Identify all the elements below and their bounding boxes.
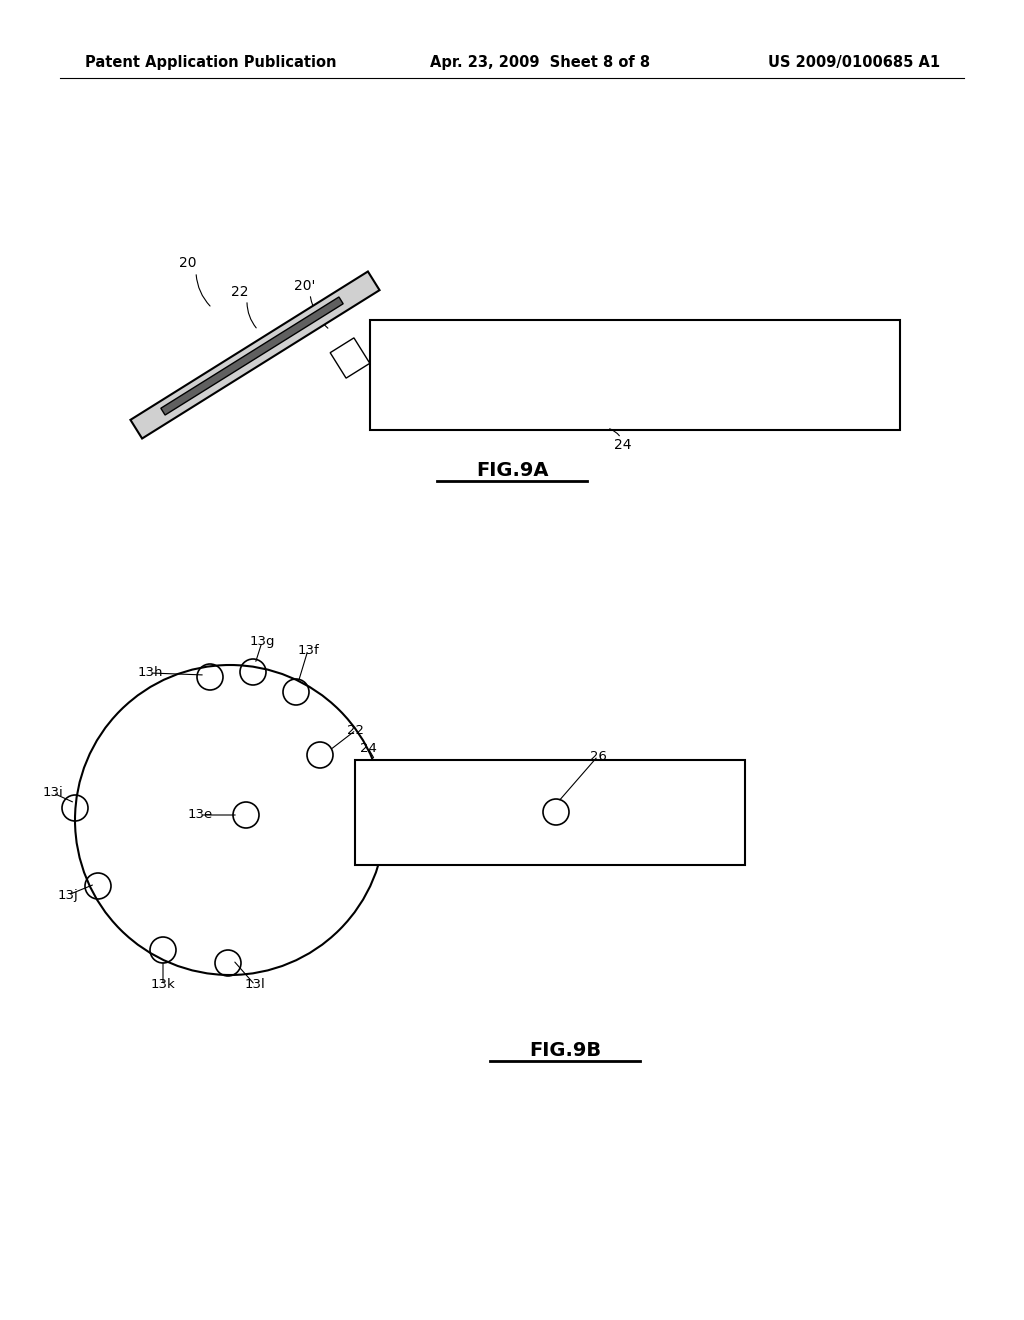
Bar xyxy=(370,319,900,430)
Polygon shape xyxy=(130,272,380,438)
Text: 13g: 13g xyxy=(249,635,274,648)
Text: 13k: 13k xyxy=(151,978,175,991)
Text: 13h: 13h xyxy=(137,667,163,680)
Bar xyxy=(355,760,745,865)
Text: 21: 21 xyxy=(189,388,207,403)
Text: Apr. 23, 2009  Sheet 8 of 8: Apr. 23, 2009 Sheet 8 of 8 xyxy=(430,54,650,70)
Text: Patent Application Publication: Patent Application Publication xyxy=(85,54,337,70)
Text: 22: 22 xyxy=(347,723,365,737)
Text: 13e: 13e xyxy=(187,808,213,821)
Text: US 2009/0100685 A1: US 2009/0100685 A1 xyxy=(768,54,940,70)
Text: 24: 24 xyxy=(614,438,632,451)
Text: 22: 22 xyxy=(231,285,249,300)
Text: 24: 24 xyxy=(359,742,377,755)
Text: 20: 20 xyxy=(179,256,197,271)
Text: 13l: 13l xyxy=(245,978,265,991)
Text: 13j: 13j xyxy=(57,888,79,902)
Text: 13f: 13f xyxy=(297,644,318,656)
Text: 26: 26 xyxy=(590,750,606,763)
Polygon shape xyxy=(330,338,370,378)
Text: 13i: 13i xyxy=(43,787,63,800)
Text: FIG.9A: FIG.9A xyxy=(476,461,548,479)
Text: 20': 20' xyxy=(294,279,315,293)
Text: FIG.9B: FIG.9B xyxy=(529,1040,601,1060)
Polygon shape xyxy=(161,297,343,414)
